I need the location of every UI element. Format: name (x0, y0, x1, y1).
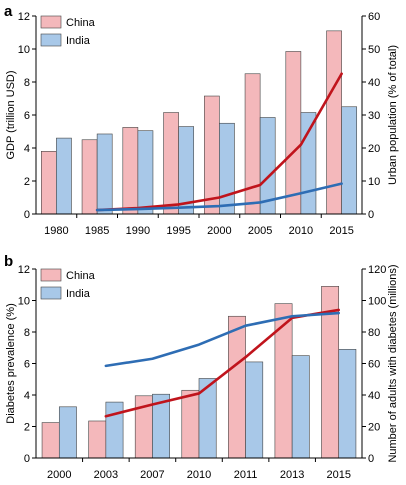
left-tick-label: 0 (24, 453, 30, 465)
chart-panel-a: a 0 2 4 6 8 10 12 0 10 20 30 40 50 60 1980 1985 1990 1995 2… (4, 3, 399, 237)
bar-china-1980 (40, 151, 57, 215)
left-tick-label: 8 (24, 327, 30, 339)
legend-swatch-china (40, 268, 62, 282)
bar-india-1980 (56, 137, 72, 215)
bar-china-2011 (228, 315, 246, 459)
left-tick-label: 10 (18, 44, 30, 56)
right-tick-label: 50 (368, 44, 380, 56)
bar-china-2005 (244, 73, 261, 215)
x-tick-label-2015: 2015 (329, 225, 353, 237)
left-tick-label: 2 (24, 422, 30, 434)
left-tick-label: 10 (18, 296, 30, 308)
right-tick-label: 10 (368, 176, 380, 188)
bar-india-2015 (338, 349, 357, 459)
right-tick-label: 30 (368, 110, 380, 122)
legend-swatch-india (40, 33, 62, 47)
bar-china-2003 (88, 420, 107, 459)
right-tick-label: 60 (368, 359, 380, 371)
left-tick-label: 12 (18, 264, 30, 276)
bar-china-1990 (122, 127, 139, 215)
x-tick-label-1990: 1990 (126, 225, 150, 237)
y-axis-title: Diabetes prevalence (%) (5, 303, 17, 423)
left-tick-label: 6 (24, 110, 30, 122)
trend-line-blue (104, 311, 341, 368)
bar-china-2010 (181, 389, 200, 459)
bar-india-2011 (245, 361, 264, 459)
right-tick-label: 100 (368, 296, 386, 308)
x-tick-label-2011: 2011 (234, 469, 258, 481)
bar-india-2000 (58, 406, 77, 459)
y-axis-title: GDP (trillion USD) (5, 70, 17, 159)
bar-china-1985 (81, 139, 98, 215)
right-tick-label: 60 (368, 11, 380, 23)
x-tick-label-2003: 2003 (94, 469, 118, 481)
bar-india-1995 (178, 126, 195, 215)
x-tick-label-1985: 1985 (85, 225, 109, 237)
right-tick-label: 20 (368, 143, 380, 155)
bar-india-2013 (291, 355, 310, 459)
x-tick-label-2007: 2007 (140, 469, 164, 481)
legend-swatch-china (40, 15, 62, 29)
y2-axis-title: Urban population (% of total) (387, 45, 399, 185)
legend-label-china: China (66, 270, 96, 282)
x-tick-label-2015: 2015 (326, 469, 350, 481)
x-tick-label-2010: 2010 (187, 469, 211, 481)
left-tick-label: 4 (24, 390, 30, 402)
bar-india-2015 (341, 106, 358, 215)
x-tick-label-1980: 1980 (44, 225, 68, 237)
x-tick-label-2013: 2013 (280, 469, 304, 481)
x-tick-label-2010: 2010 (289, 225, 313, 237)
right-tick-label: 80 (368, 327, 380, 339)
right-tick-label: 0 (368, 209, 374, 221)
x-tick-label-2005: 2005 (248, 225, 272, 237)
left-tick-label: 4 (24, 143, 30, 155)
legend-label-india: India (66, 35, 91, 47)
right-tick-label: 40 (368, 390, 380, 402)
bar-china-2000 (41, 422, 60, 459)
bar-china-2000 (204, 95, 220, 215)
left-tick-label: 8 (24, 77, 30, 89)
x-tick-label-2000: 2000 (47, 469, 71, 481)
legend-label-china: China (66, 17, 96, 29)
y2-axis-title: Number of adults with diabetes (millions… (387, 264, 399, 462)
bar-india-2003 (105, 401, 124, 459)
right-tick-label: 40 (368, 77, 380, 89)
left-tick-label: 6 (24, 359, 30, 371)
panel-letter: b (4, 253, 13, 270)
bar-china-1995 (163, 112, 179, 215)
trend-line-blue (95, 182, 343, 212)
left-tick-label: 0 (24, 209, 30, 221)
bar-india-2010 (300, 112, 317, 215)
left-tick-label: 2 (24, 176, 30, 188)
right-tick-label: 0 (368, 453, 374, 465)
x-tick-label-2000: 2000 (207, 225, 231, 237)
legend-swatch-india (40, 286, 62, 300)
panel-letter: a (4, 3, 13, 20)
bar-india-1985 (96, 133, 113, 215)
left-tick-label: 12 (18, 11, 30, 23)
x-tick-label-1995: 1995 (166, 225, 190, 237)
right-tick-label: 120 (368, 264, 386, 276)
right-tick-label: 20 (368, 422, 380, 434)
bar-india-1990 (137, 130, 154, 215)
bar-china-2010 (285, 51, 302, 215)
legend-label-india: India (66, 288, 91, 300)
bar-india-2000 (219, 122, 235, 215)
